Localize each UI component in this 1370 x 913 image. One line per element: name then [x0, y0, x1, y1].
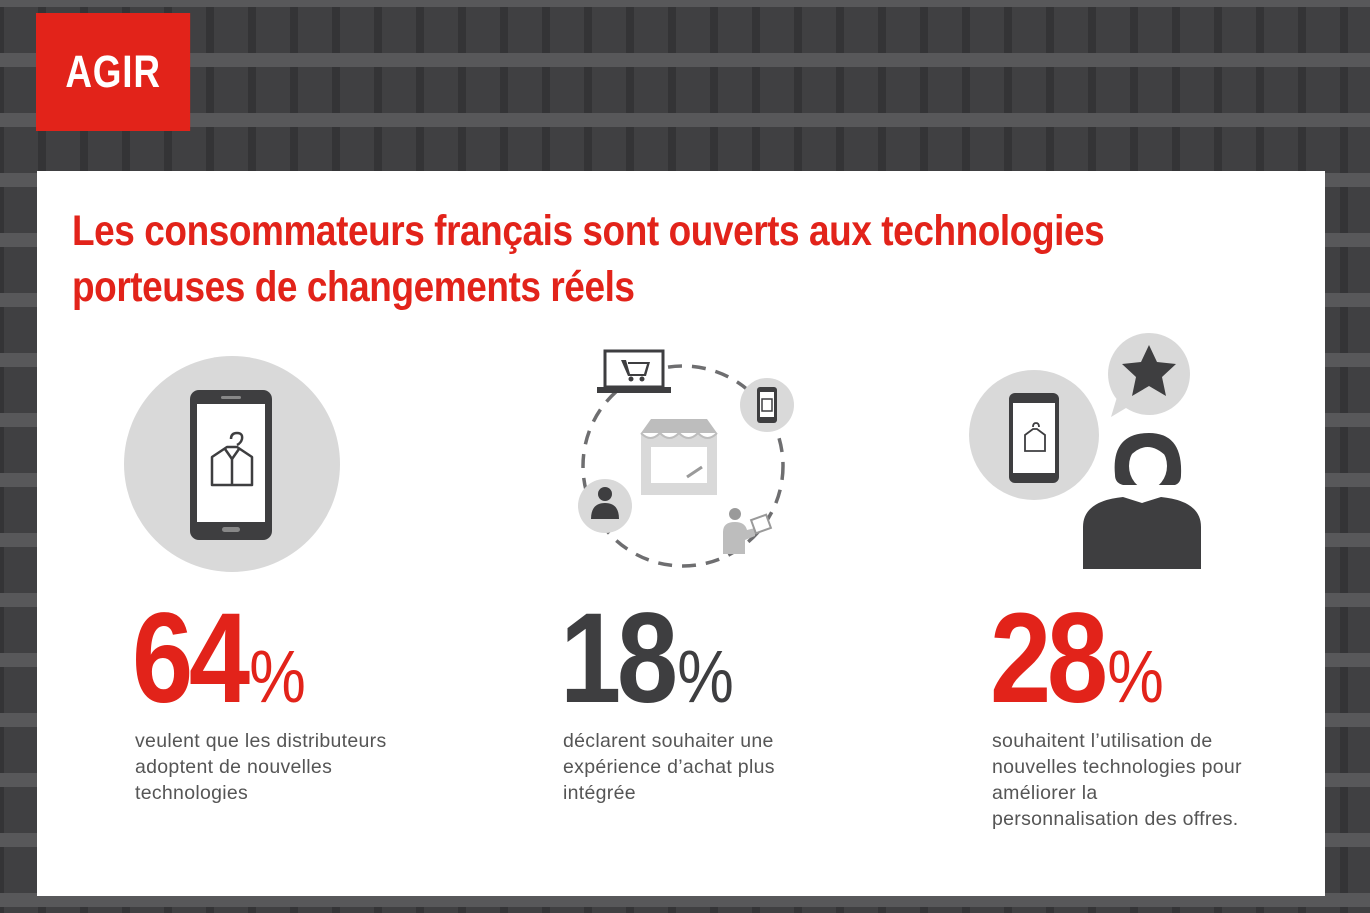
stat-description-2: déclarent souhaiter une expérience d’ach… — [563, 730, 775, 804]
content-panel: Les consommateurs français sont ouverts … — [37, 171, 1325, 896]
stat-unit-1: % — [249, 635, 306, 718]
stat-unit-2: % — [677, 635, 734, 718]
stat-number-3: 28 — [990, 587, 1108, 730]
headline-line-1: Les consommateurs français sont ouverts … — [72, 207, 1105, 255]
stat-value-2: 18% — [560, 595, 734, 737]
stat-value-3: 28% — [990, 595, 1164, 737]
omnichannel-cycle-icon — [557, 349, 797, 574]
section-badge-label: AGIR — [65, 46, 161, 97]
personalized-offer-icon — [969, 331, 1201, 571]
stat-description-1: veulent que les distributeurs adoptent d… — [135, 730, 387, 804]
smartphone-clothing-icon — [124, 356, 340, 575]
stat-description-3: souhaitent l’utilisation de nouvelles te… — [992, 730, 1242, 830]
headline-line-2: porteuses de changements réels — [72, 263, 635, 311]
headline: Les consommateurs français sont ouverts … — [72, 203, 1105, 315]
stat-value-1: 64% — [132, 595, 306, 737]
stat-unit-3: % — [1107, 635, 1164, 718]
stat-number-2: 18 — [560, 587, 678, 730]
section-badge: AGIR — [36, 13, 191, 131]
stat-number-1: 64 — [132, 587, 250, 730]
